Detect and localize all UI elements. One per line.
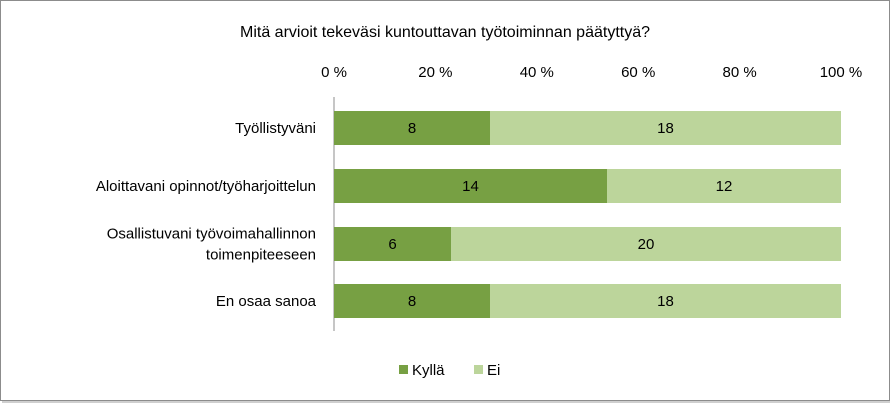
legend: Kyllä Ei	[399, 362, 500, 379]
data-label: 14	[462, 178, 479, 195]
bar-segment-kylla	[334, 227, 451, 261]
category-label: toimenpiteeseen	[206, 247, 316, 264]
category-label: Osallistuvani työvoimahallinnon	[107, 226, 316, 243]
data-label: 18	[657, 293, 674, 310]
data-label: 12	[716, 178, 733, 195]
bar-segment-ei	[490, 111, 841, 145]
category-label: En osaa sanoa	[216, 293, 317, 310]
data-label: 6	[388, 236, 396, 253]
data-label: 8	[408, 293, 416, 310]
chart-title: Mitä arvioit tekeväsi kuntouttavan työto…	[240, 24, 650, 41]
bar-segment-ei	[607, 169, 841, 203]
x-tick-label: 20 %	[418, 64, 452, 81]
bar-segment-kylla	[334, 284, 490, 318]
x-tick-label: 80 %	[722, 64, 756, 81]
data-label: 18	[657, 120, 674, 137]
x-tick-label: 60 %	[621, 64, 655, 81]
category-labels: Työllistyväni Aloittavani opinnot/työharj…	[96, 120, 317, 310]
legend-label: Kyllä	[412, 362, 445, 379]
x-tick-label: 100 %	[820, 64, 863, 81]
x-tick-label: 40 %	[520, 64, 554, 81]
legend-label: Ei	[487, 362, 500, 379]
bar-segment-ei	[490, 284, 841, 318]
legend-swatch	[399, 365, 408, 374]
bar-segment-ei	[451, 227, 841, 261]
data-label: 8	[408, 120, 416, 137]
x-tick-label: 0 %	[321, 64, 347, 81]
category-label: Aloittavani opinnot/työharjoittelun	[96, 178, 316, 195]
x-axis-ticks: 0 % 20 % 40 % 60 % 80 % 100 %	[321, 64, 862, 81]
bar-segment-kylla	[334, 169, 607, 203]
legend-swatch	[474, 365, 483, 374]
bars: 8 18 14 12 6 20 8 18	[334, 111, 841, 318]
category-label: Työllistyväni	[235, 120, 316, 137]
bar-segment-kylla	[334, 111, 490, 145]
data-label: 20	[638, 236, 655, 253]
